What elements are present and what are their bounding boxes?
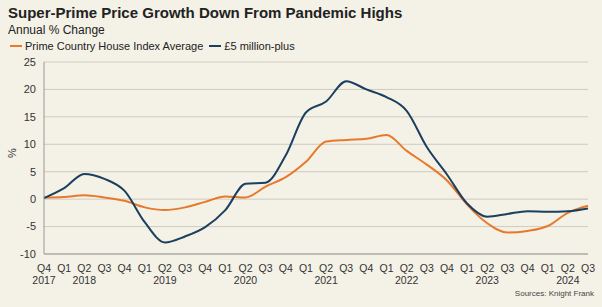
svg-text:Q1: Q1: [380, 262, 394, 274]
svg-text:Q3: Q3: [97, 262, 111, 274]
svg-text:Q4: Q4: [440, 262, 454, 274]
svg-text:Q22019: Q22019: [153, 262, 177, 286]
svg-text:5: 5: [30, 166, 36, 178]
svg-text:Q22023: Q22023: [476, 262, 500, 286]
html-text:Prime Country House Index Aver: Prime Country House Index Average: [25, 40, 204, 52]
svg-text:Q22020: Q22020: [234, 262, 258, 286]
svg-text:Q1: Q1: [138, 262, 152, 274]
svg-text:25: 25: [24, 56, 36, 68]
html-text:Sources: Knight Frank: Sources: Knight Frank: [514, 289, 594, 298]
svg-text:-5: -5: [26, 220, 36, 232]
svg-text:10: 10: [24, 138, 36, 150]
svg-text:Q22018: Q22018: [73, 262, 97, 286]
svg-text:Q1: Q1: [460, 262, 474, 274]
svg-text:Q3: Q3: [420, 262, 434, 274]
svg-text:Q42017: Q42017: [32, 262, 56, 286]
svg-text:Q1: Q1: [299, 262, 313, 274]
svg-text:Q3: Q3: [581, 262, 594, 274]
svg-text:Q1: Q1: [541, 262, 555, 274]
svg-text:Q1: Q1: [218, 262, 232, 274]
svg-text:Q4: Q4: [521, 262, 535, 274]
svg-text:-10: -10: [20, 248, 36, 260]
svg-text:Q1: Q1: [57, 262, 71, 274]
html-text:£5 million-plus: £5 million-plus: [224, 40, 295, 52]
svg-text:%: %: [8, 148, 18, 158]
svg-text:Q22024: Q22024: [556, 262, 580, 286]
svg-text:Q4: Q4: [198, 262, 212, 274]
svg-text:0: 0: [30, 193, 36, 205]
html-text:Annual % Change: Annual % Change: [8, 23, 105, 37]
html-text:Super-Prime Price Growth Down: Super-Prime Price Growth Down From Pande…: [8, 4, 403, 21]
svg-text:Q4: Q4: [118, 262, 132, 274]
svg-text:Q22021: Q22021: [314, 262, 338, 286]
svg-text:Q3: Q3: [259, 262, 273, 274]
svg-text:Q4: Q4: [359, 262, 373, 274]
svg-text:20: 20: [24, 83, 36, 95]
svg-text:Q4: Q4: [279, 262, 293, 274]
svg-text:15: 15: [24, 111, 36, 123]
svg-text:Q3: Q3: [500, 262, 514, 274]
svg-text:Q3: Q3: [178, 262, 192, 274]
svg-text:Q3: Q3: [339, 262, 353, 274]
svg-text:Q22022: Q22022: [395, 262, 419, 286]
